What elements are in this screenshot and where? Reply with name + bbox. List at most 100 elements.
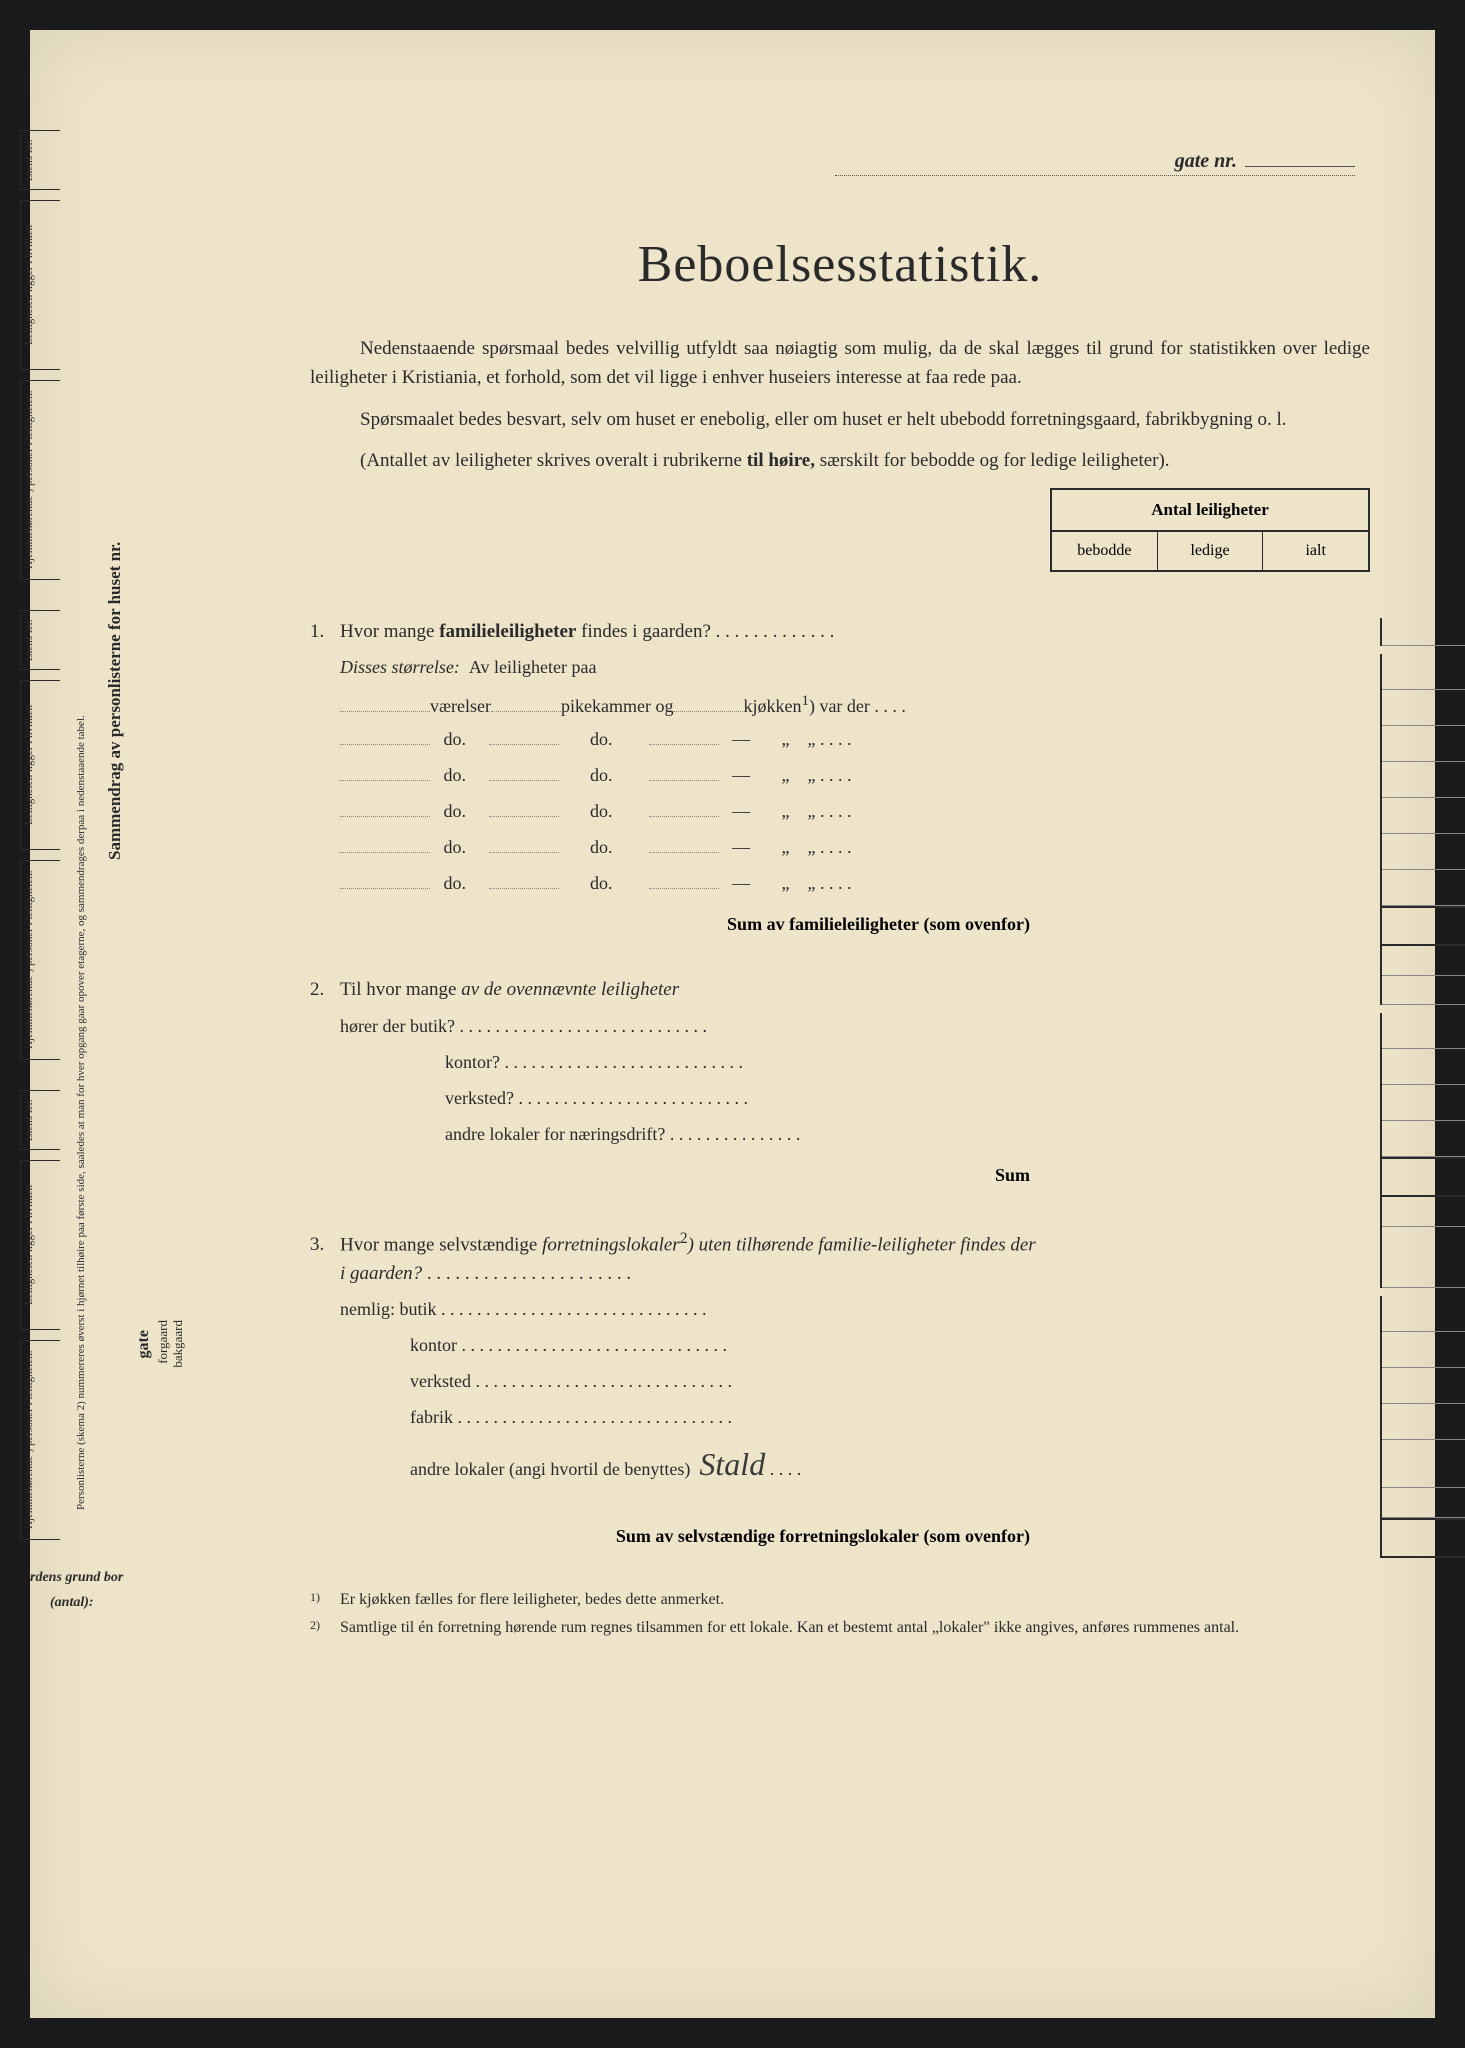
left-title: Sammendrag av personlisterne for huset n…	[105, 160, 125, 860]
q3-line2: kontor . . . . . . . . . . . . . . . . .…	[340, 1332, 1370, 1368]
q1-dit-3a: „	[782, 801, 790, 821]
gap-1	[340, 946, 1370, 976]
q3-handwriting: Stald	[699, 1446, 765, 1482]
col-bebodde: bebodde	[1052, 532, 1158, 570]
q1-do-4b: do.	[590, 837, 613, 857]
fn1-text: Er kjøkken fælles for flere leiligheter,…	[340, 1588, 724, 1612]
table-column-headers: Antal leiligheter bebodde ledige ialt	[1050, 488, 1370, 572]
q1-text: Hvor mange familieleiligheter findes i g…	[340, 618, 1370, 647]
q1-dash-3: —	[732, 801, 750, 821]
intro-p1: Nedenstaaende spørsmaal bedes velvillig …	[310, 334, 1370, 393]
q1-kjok: kjøkken	[743, 696, 801, 716]
questions: 1. Hvor mange familieleiligheter findes …	[310, 488, 1370, 1558]
gate-nr-label: gate nr.	[1175, 150, 1237, 172]
left-box-hjemme-3: Hjemmehørende¹) personer i leiligheten.	[20, 1340, 60, 1540]
q1-do-1b: do.	[590, 729, 613, 749]
q1-dit-2b: „	[808, 765, 816, 785]
q1-do-2a: do.	[444, 765, 467, 785]
footnote-2: 2) Samtlige til én forretning hørende ru…	[310, 1616, 1370, 1640]
q2-line4: andre lokaler for næringsdrift? . . . . …	[340, 1121, 1370, 1157]
header-gate-nr: gate nr.	[835, 150, 1355, 176]
col-ledige: ledige	[1158, 532, 1264, 570]
q3-l2: kontor	[410, 1335, 457, 1355]
q3-sup: 2	[680, 1230, 688, 1247]
q1-text-b: familieleiligheter	[439, 621, 576, 642]
left-box-hjemme-1: Hjemmehørende¹) personer i leiligheten.	[20, 380, 60, 580]
q1-dit-1b: „	[808, 729, 816, 749]
gap-2	[340, 1197, 1370, 1227]
intro-p3c: særskilt for bebodde og for ledige leili…	[815, 450, 1170, 471]
q2-sum-text: Sum	[995, 1165, 1030, 1185]
q1-end: ) var der	[809, 696, 870, 716]
q1-do-5b: do.	[590, 873, 613, 893]
q1-subtitle: Disses størrelse: Av leiligheter paa	[340, 654, 1370, 690]
page-title: Beboelsesstatistik.	[310, 235, 1370, 294]
left-box-leil-2: Leiligheten ligger i hvilken	[20, 680, 60, 850]
q1-row: 1. Hvor mange familieleiligheter findes …	[310, 618, 1370, 647]
q1-dash-4: —	[732, 837, 750, 857]
q3-l5: andre lokaler (angi hvortil de benyttes)	[410, 1459, 690, 1479]
bottom-note-1: rdens grund bor	[30, 1570, 123, 1586]
q1-row-5: do. do. — „ „ . . . .	[340, 834, 1370, 870]
q2-text-b: av de ovennævnte leiligheter	[461, 979, 679, 1000]
q2-row: 2. Til hvor mange av de ovennævnte leili…	[310, 976, 1370, 1005]
q2-l3: verksted?	[445, 1088, 514, 1108]
table-header-main: Antal leiligheter	[1052, 490, 1368, 532]
q1-do-3a: do.	[444, 801, 467, 821]
q1-dit-2a: „	[782, 765, 790, 785]
q1-dash-1: —	[732, 729, 750, 749]
q2-text: Til hvor mange av de ovennævnte leilighe…	[340, 976, 1370, 1005]
left-bakgaard: bakgaard	[170, 1320, 186, 1368]
q3-line3: verksted . . . . . . . . . . . . . . . .…	[340, 1368, 1370, 1404]
q1-row-3: do. do. — „ „ . . . .	[340, 762, 1370, 798]
q1-text-a: Hvor mange	[340, 621, 439, 642]
q1-dit-4a: „	[782, 837, 790, 857]
q2-line1: hører der butik? . . . . . . . . . . . .…	[340, 1013, 1370, 1049]
q1-row-6: do. do. — „ „ . . . .	[340, 870, 1370, 906]
footnote-1: 1) Er kjøkken fælles for flere leilighet…	[310, 1588, 1370, 1612]
q1-pike: pikekammer og	[561, 696, 673, 716]
left-box-leil-1: Leiligheten ligger i hvilken	[20, 200, 60, 370]
q3-l1: nemlig: butik	[340, 1299, 437, 1319]
table-area: Antal leiligheter bebodde ledige ialt 1.…	[310, 488, 1370, 1558]
q2-l2: kontor?	[445, 1052, 500, 1072]
q2-text-a: Til hvor mange	[340, 979, 461, 1000]
q1-do-1a: do.	[444, 729, 467, 749]
fn2-text: Samtlige til én forretning hørende rum r…	[340, 1616, 1239, 1640]
intro-p3b: til høire,	[747, 450, 815, 471]
q3-line4: fabrik . . . . . . . . . . . . . . . . .…	[340, 1404, 1370, 1440]
footnotes: 1) Er kjøkken fælles for flere leilighet…	[310, 1588, 1370, 1640]
q1-dit-4b: „	[808, 837, 816, 857]
q2-sum: Sum	[310, 1157, 1370, 1197]
q1-dash-5: —	[732, 873, 750, 893]
fn2-num: 2)	[310, 1616, 340, 1640]
q1-dit-5a: „	[782, 873, 790, 893]
q3-line5: andre lokaler (angi hvortil de benyttes)…	[340, 1440, 1370, 1488]
q1-subtitle-text: Disses størrelse:	[340, 657, 460, 677]
q3-row: 3. Hvor mange selvstændige forretningslo…	[310, 1227, 1370, 1288]
col-ialt: ialt	[1263, 532, 1368, 570]
q1-do-2b: do.	[590, 765, 613, 785]
document-page: istens ier. Leiligheten ligger i hvilken…	[30, 30, 1435, 2018]
q3-line1: nemlig: butik . . . . . . . . . . . . . …	[340, 1296, 1370, 1332]
left-box-hjemme-2: Hjemmehørende¹) personer i leiligheten.	[20, 860, 60, 1060]
q1-do-3b: do.	[590, 801, 613, 821]
q3-l3: verksted	[410, 1371, 471, 1391]
left-margin: istens ier. Leiligheten ligger i hvilken…	[30, 120, 150, 1620]
fn1-num: 1)	[310, 1588, 340, 1612]
q1-dash-2: —	[732, 765, 750, 785]
left-note: Personlisterne (skema 2) nummereres øver…	[75, 160, 87, 1510]
left-box-istens-3: istens ier.	[20, 1090, 60, 1150]
q1-dit-1a: „	[782, 729, 790, 749]
intro-p2-text: Spørsmaalet bedes besvart, selv om huset…	[360, 409, 1287, 430]
intro-p1a: Nedenstaaende spørsmaal bedes velvillig …	[360, 338, 989, 359]
q3-l4: fabrik	[410, 1407, 453, 1427]
q1-subtitle2: Av leiligheter paa	[469, 657, 597, 677]
q1-row-2: do. do. — „ „ . . . .	[340, 726, 1370, 762]
left-forgaard: forgaard	[155, 1320, 171, 1364]
q1-text-c: findes i gaarden?	[576, 621, 711, 642]
q1-sum-a: Sum av familieleiligheter	[727, 914, 919, 934]
q3-text: Hvor mange selvstændige forretningslokal…	[340, 1227, 1370, 1288]
q1-num: 1.	[310, 621, 340, 643]
q3-sum: Sum av selvstændige forretningslokaler (…	[310, 1518, 1370, 1558]
